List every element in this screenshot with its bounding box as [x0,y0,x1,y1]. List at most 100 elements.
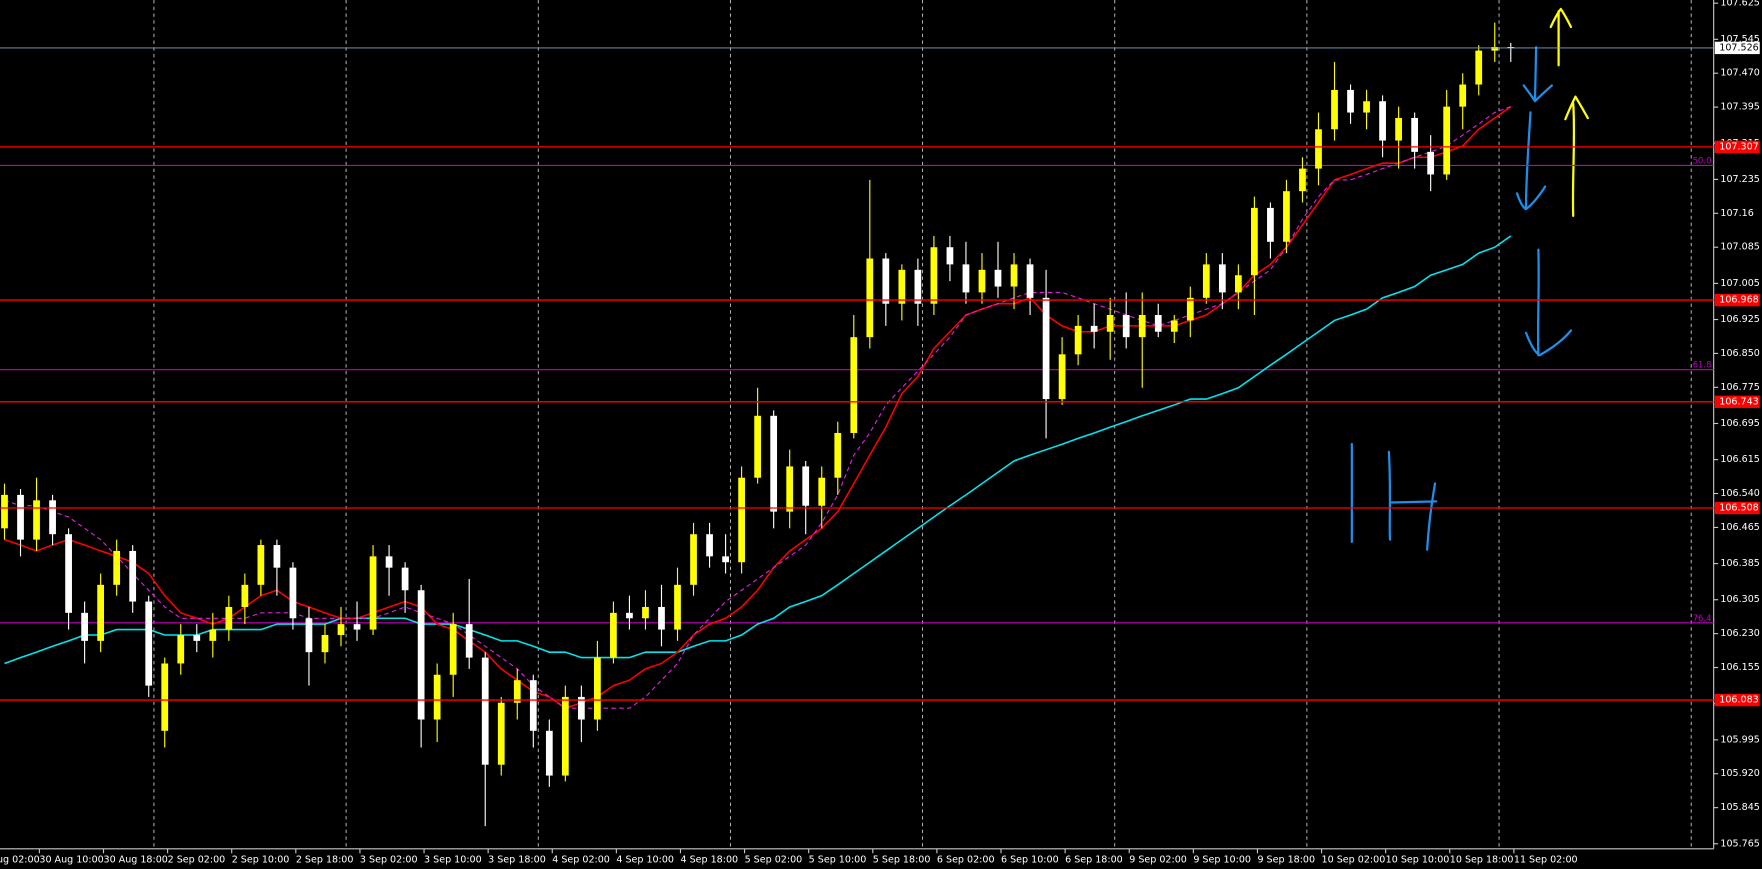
candle-body [337,624,345,635]
y-tick-label: 106.230 [1720,628,1759,639]
candle-body [465,624,473,658]
y-tick-label: 106.925 [1720,314,1759,325]
candle-body [738,477,745,563]
x-tick-label: 10 Sep 18:00 [1450,855,1514,866]
candle-body [594,657,601,720]
y-tick-label: 106.695 [1720,418,1759,429]
candle-body [305,618,313,653]
candle-body [1459,84,1467,107]
y-tick-label: 107.625 [1720,0,1759,9]
moving-average [4,106,1511,709]
candle-body [674,584,681,630]
candle-body [1026,264,1034,298]
x-tick-label: 30 Aug 18:00 [103,855,167,866]
candle-body [610,612,617,658]
candle-body [1042,297,1050,400]
candle-body [1058,354,1066,400]
candle-body [225,606,233,630]
y-tick-label: 105.920 [1720,768,1759,779]
candle-body [257,545,265,585]
candle-body [113,550,121,585]
x-tick-label: 5 Sep 18:00 [873,855,931,866]
candle-body [722,556,729,563]
moving-average [4,235,1512,665]
candle-body [49,500,56,535]
candle-body [850,337,858,433]
candle-body [209,629,217,641]
level-price-label: 106.508 [1719,502,1758,513]
x-tick-label: 9 Sep 02:00 [1129,855,1187,866]
x-tick-label: 5 Sep 02:00 [745,855,803,866]
candle-body [706,534,713,557]
candle-body [545,730,553,776]
y-tick-label: 107.470 [1720,68,1759,79]
y-tick-label: 105.995 [1720,734,1759,745]
arrow-down [1515,111,1547,211]
candle-body [129,550,137,602]
y-tick-label: 107.16 [1720,208,1753,219]
y-tick-label: 106.540 [1720,488,1759,499]
candle-body [802,466,810,506]
candle-body [1202,264,1210,298]
level-price-label: 106.968 [1719,295,1758,306]
level-price-label: 106.083 [1719,695,1758,706]
candle-body [882,258,890,304]
arrow-up [1564,95,1589,217]
x-tick-label: 2 Sep 02:00 [168,855,226,866]
candle-body [1315,129,1322,169]
candle-body [658,606,665,630]
x-tick-label: 30 Aug 10:00 [39,855,103,866]
candle-body [1267,207,1274,242]
x-tick-label: 3 Sep 18:00 [488,855,546,866]
candle-body [577,696,585,720]
candle-body [626,612,633,619]
candle-body [818,477,826,506]
x-tick-label: 6 Sep 18:00 [1065,855,1123,866]
candle-body [65,534,72,613]
y-tick-label: 107.545 [1720,34,1759,45]
candle-body [754,415,762,478]
arrow-down [1524,248,1573,357]
candle-body [1379,101,1386,141]
candle-body [273,545,281,568]
candle-body [1170,320,1178,332]
y-tick-label: 106.305 [1720,594,1759,605]
candle-body [145,601,153,686]
x-tick-label: 2 Sep 10:00 [232,855,290,866]
candle-body [1347,89,1354,113]
fib-level-label: 61.8 [1693,360,1712,370]
y-tick-label: 106.775 [1720,382,1759,393]
candle-body [914,269,922,304]
candle-body [786,466,794,512]
current-price-label: 107.526 [1719,42,1758,53]
candle-body [866,258,874,338]
candle-body [513,680,521,703]
x-tick-label: 4 Sep 10:00 [616,855,674,866]
candle-body [1443,106,1451,175]
candle-body [353,624,361,630]
candle-body [1427,151,1435,175]
candle-body [97,584,105,641]
candle-body [417,590,425,720]
candle-body [1218,264,1226,293]
level-price-box [1714,140,1760,154]
candle-body [497,702,505,765]
candle-body [1122,315,1130,338]
candle-body [385,556,393,568]
candle-body [1074,325,1082,355]
candle-body [1251,207,1258,276]
candle-body [401,567,409,591]
candle-body [1234,275,1242,293]
candle-body [561,696,569,776]
fib-level-label: 76.4 [1693,613,1712,623]
y-tick-label: 106.155 [1720,662,1759,673]
x-tick-label: 30 Aug 02:00 [0,855,40,866]
y-tick-label: 107.085 [1720,242,1759,253]
candle-body [17,494,24,540]
candle-body [1138,315,1146,338]
candle-body [642,606,649,619]
candle-body [1,494,8,529]
candle-body [1331,89,1338,130]
y-tick-label: 106.850 [1720,348,1759,359]
